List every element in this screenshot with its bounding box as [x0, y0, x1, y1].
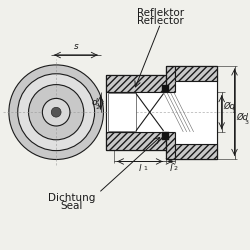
Text: Ød: Ød	[236, 112, 248, 122]
Circle shape	[51, 107, 61, 117]
Bar	[106, 75, 166, 150]
Text: d: d	[92, 98, 98, 107]
Text: Dichtung: Dichtung	[48, 193, 96, 203]
Text: 2: 2	[96, 105, 100, 110]
Bar	[166, 132, 175, 158]
Text: Seal: Seal	[61, 201, 83, 211]
Circle shape	[9, 65, 104, 160]
Text: Ød: Ød	[224, 102, 236, 111]
Bar	[162, 132, 170, 140]
Text: l: l	[169, 164, 172, 173]
Text: 3: 3	[244, 120, 248, 125]
Bar	[166, 92, 175, 132]
Text: 1: 1	[232, 109, 235, 114]
Bar	[108, 94, 136, 131]
Text: l: l	[139, 164, 141, 173]
Bar	[176, 66, 217, 81]
Bar	[166, 66, 217, 158]
Circle shape	[18, 74, 94, 150]
Circle shape	[28, 84, 84, 140]
Text: Reflector: Reflector	[137, 16, 184, 26]
Bar	[176, 144, 217, 158]
Bar	[176, 81, 217, 144]
Bar	[106, 132, 166, 150]
Bar	[166, 66, 175, 92]
Text: 1: 1	[143, 166, 147, 172]
Text: 2: 2	[174, 166, 178, 172]
Bar	[106, 75, 166, 92]
Bar	[162, 84, 170, 92]
Circle shape	[42, 98, 70, 126]
Text: s: s	[74, 42, 78, 51]
Text: Reflektor: Reflektor	[137, 8, 184, 18]
Bar	[106, 92, 166, 132]
